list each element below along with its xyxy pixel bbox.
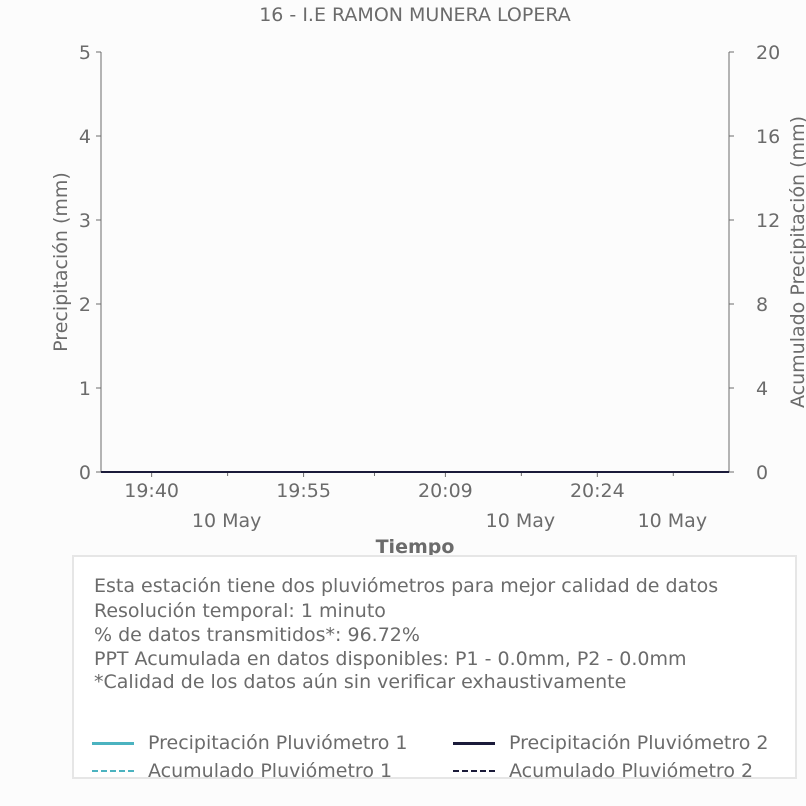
y2-tick-label: 8 bbox=[756, 294, 768, 316]
chart-title: 16 - I.E RAMON MUNERA LOPERA bbox=[259, 4, 571, 26]
x-tick-label: 19:55 bbox=[276, 480, 331, 502]
y2-tick-label: 4 bbox=[756, 378, 768, 400]
x-date-label: 10 May bbox=[486, 510, 556, 532]
legend-swatch-solid bbox=[453, 741, 495, 745]
y-tick-label: 4 bbox=[79, 126, 91, 148]
legend-label: Acumulado Pluviómetro 2 bbox=[509, 760, 754, 782]
y-tick-label: 1 bbox=[79, 378, 91, 400]
y-tick-label: 5 bbox=[79, 42, 91, 64]
y2-tick-label: 20 bbox=[756, 42, 780, 64]
y2-tick-label: 12 bbox=[756, 210, 780, 232]
info-line-quality: *Calidad de los datos aún sin verificar … bbox=[94, 671, 627, 693]
x-tick-label: 20:09 bbox=[418, 480, 473, 502]
x-tick-label: 19:40 bbox=[124, 480, 179, 502]
info-line-transmitted: % de datos transmitidos*: 96.72% bbox=[94, 624, 420, 646]
legend-item-precip-2: Precipitación Pluviómetro 2 bbox=[453, 731, 769, 755]
y-tick-label: 2 bbox=[79, 294, 91, 316]
x-date-label: 10 May bbox=[638, 510, 708, 532]
legend-label: Precipitación Pluviómetro 1 bbox=[148, 732, 408, 754]
info-line-stations: Esta estación tiene dos pluviómetros par… bbox=[94, 575, 719, 597]
x-axis-label: Tiempo bbox=[376, 536, 455, 558]
legend-swatch-dashed bbox=[92, 770, 134, 772]
y2-tick-label: 16 bbox=[756, 126, 780, 148]
info-box: Esta estación tiene dos pluviómetros par… bbox=[72, 555, 797, 782]
legend-swatch-dashed bbox=[453, 770, 495, 772]
x-tick-label: 20:24 bbox=[570, 480, 625, 502]
info-line-resolution: Resolución temporal: 1 minuto bbox=[94, 600, 386, 622]
y-tick-label: 0 bbox=[79, 462, 91, 484]
legend-label: Precipitación Pluviómetro 2 bbox=[509, 732, 769, 754]
legend-item-accum-1: Acumulado Pluviómetro 1 bbox=[92, 759, 392, 783]
legend-item-precip-1: Precipitación Pluviómetro 1 bbox=[92, 731, 408, 755]
y-axis-label: Precipitación (mm) bbox=[50, 172, 72, 352]
y2-tick-label: 0 bbox=[756, 462, 768, 484]
y2-axis-label: Acumulado Precipitación (mm) bbox=[787, 116, 806, 408]
legend-item-accum-2: Acumulado Pluviómetro 2 bbox=[453, 759, 753, 783]
y-tick-label: 3 bbox=[79, 210, 91, 232]
legend-label: Acumulado Pluviómetro 1 bbox=[148, 760, 393, 782]
info-line-accumulated: PPT Acumulada en datos disponibles: P1 -… bbox=[94, 648, 687, 670]
legend-swatch-solid bbox=[92, 741, 134, 745]
x-date-label: 10 May bbox=[192, 510, 262, 532]
